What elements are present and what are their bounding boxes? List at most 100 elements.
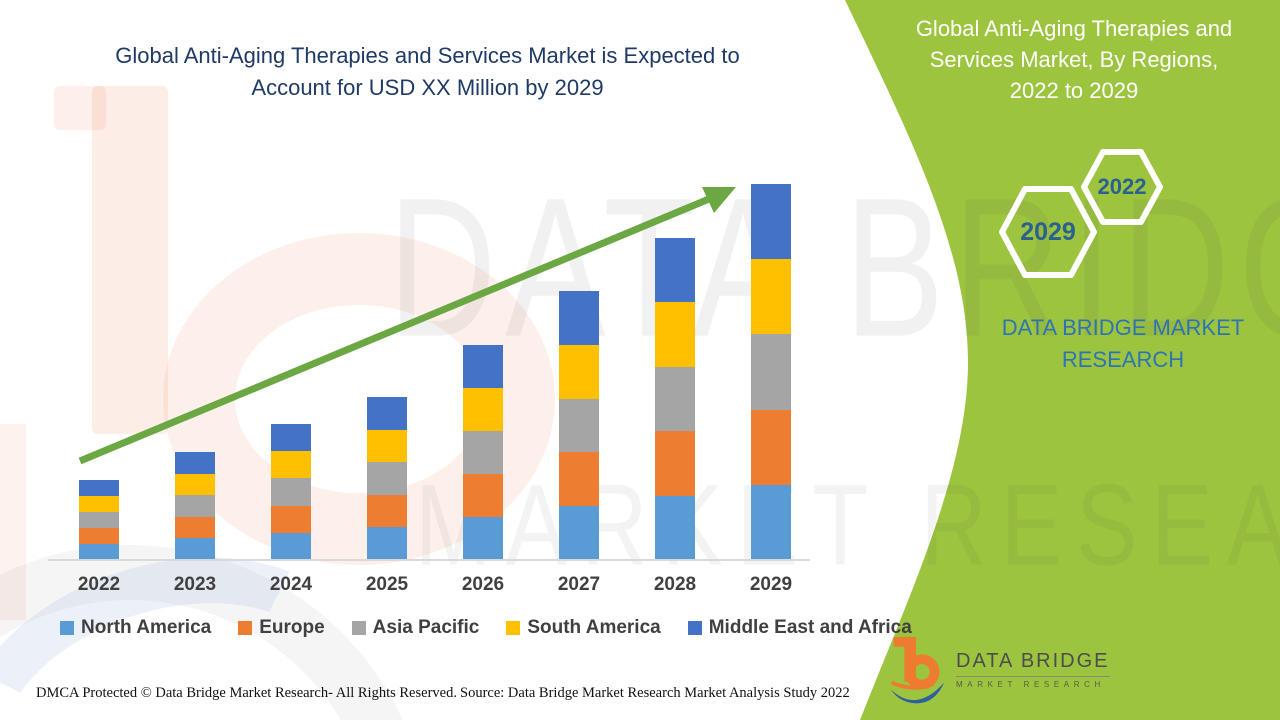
- stacked-bar-2029: [751, 184, 791, 560]
- bar-segment-asia-pacific-2024: [271, 478, 311, 506]
- x-axis-label-2022: 2022: [77, 574, 121, 595]
- legend-label: Middle East and Africa: [708, 617, 912, 638]
- stacked-bar-2024: [271, 424, 311, 560]
- bar-segment-middle-east-and-africa-2027: [559, 291, 599, 345]
- stacked-bar-2023: [175, 452, 215, 560]
- x-axis-label-2027: 2027: [557, 574, 601, 595]
- chart-legend: North America Europe Asia Pacific South Ame…: [60, 617, 912, 639]
- stacked-bar-2028: [655, 238, 695, 560]
- legend-swatch-icon: [238, 621, 253, 635]
- bar-segment-asia-pacific-2028: [655, 366, 695, 432]
- legend-swatch-icon: [351, 621, 366, 635]
- bar-segment-south-america-2028: [655, 302, 695, 367]
- stacked-bar-2027: [559, 291, 599, 560]
- logo-tagline: MARKET RESEARCH: [956, 679, 1105, 689]
- side-panel-title: Global Anti-Aging Therapies and Services…: [893, 13, 1255, 106]
- hexagon-2022-label: 2022: [1097, 174, 1147, 199]
- bar-segment-europe-2027: [559, 452, 599, 507]
- dmca-notice: DMCA Protected © Data Bridge Market Rese…: [36, 685, 457, 701]
- bar-segment-south-america-2029: [751, 259, 791, 335]
- x-axis-label-2023: 2023: [173, 574, 217, 595]
- legend-swatch-icon: [506, 621, 521, 635]
- x-axis-line: [48, 559, 810, 561]
- hexagon-2029: 2029: [998, 185, 1098, 279]
- bar-column-2029: [723, 172, 819, 560]
- bar-chart-plot-area: [51, 172, 819, 560]
- x-axis-label-2025: 2025: [365, 574, 409, 595]
- bar-segment-asia-pacific-2027: [559, 398, 599, 453]
- bar-segment-europe-2029: [751, 409, 791, 485]
- bar-segment-south-america-2024: [271, 451, 311, 479]
- bar-column-2024: [243, 172, 339, 560]
- bar-segment-middle-east-and-africa-2023: [175, 452, 215, 474]
- legend-item-north-america: North America: [60, 617, 211, 639]
- legend-item-asia-pacific: Asia Pacific: [351, 617, 480, 639]
- bar-segment-europe-2028: [655, 431, 695, 496]
- bar-segment-asia-pacific-2025: [367, 462, 407, 495]
- data-bridge-logo: DATA BRIDGE MARKET RESEARCH: [888, 634, 1110, 704]
- bar-segment-north-america-2025: [367, 527, 407, 560]
- bar-segment-middle-east-and-africa-2029: [751, 184, 791, 260]
- legend-label: South America: [527, 617, 661, 638]
- brand-text-line-1: DATA BRIDGE MARKET: [1001, 315, 1245, 340]
- bar-segment-north-america-2023: [175, 538, 215, 560]
- legend-label: Asia Pacific: [372, 617, 480, 638]
- bar-segment-north-america-2022: [79, 544, 119, 560]
- bar-segment-north-america-2024: [271, 532, 311, 560]
- data-bridge-logo-icon: [890, 636, 945, 704]
- x-axis-label-2028: 2028: [653, 574, 697, 595]
- x-axis-labels: 2022 2023 2024 2025 2026 2027 2028 2029: [51, 574, 819, 596]
- bar-segment-middle-east-and-africa-2024: [271, 424, 311, 452]
- bar-segment-middle-east-and-africa-2025: [367, 397, 407, 430]
- legend-swatch-icon: [687, 621, 702, 635]
- bar-column-2028: [627, 172, 723, 560]
- brand-text: DATA BRIDGE MARKET RESEARCH: [960, 312, 1280, 376]
- legend-item-middle-east-and-africa: Middle East and Africa: [687, 617, 912, 639]
- chart-title-line-1: Global Anti-Aging Therapies and Services…: [115, 43, 740, 68]
- bar-segment-middle-east-and-africa-2022: [79, 480, 119, 496]
- bar-segment-north-america-2028: [655, 495, 695, 560]
- bar-segment-north-america-2029: [751, 484, 791, 560]
- chart-title: Global Anti-Aging Therapies and Services…: [55, 40, 800, 104]
- bar-segment-south-america-2022: [79, 496, 119, 512]
- bar-segment-south-america-2023: [175, 473, 215, 496]
- legend-item-europe: Europe: [238, 617, 325, 639]
- side-panel-title-line-3: 2022 to 2029: [1009, 78, 1139, 103]
- bar-segment-europe-2024: [271, 505, 311, 533]
- source-citation: Source: Data Bridge Market Research Mark…: [460, 685, 850, 701]
- bar-column-2026: [435, 172, 531, 560]
- legend-label: North America: [81, 617, 212, 638]
- bar-segment-south-america-2027: [559, 344, 599, 399]
- bar-segment-south-america-2026: [463, 388, 503, 431]
- legend-swatch-icon: [60, 621, 74, 635]
- stacked-bar-2025: [367, 397, 407, 560]
- x-axis-label-2024: 2024: [269, 574, 313, 595]
- bar-segment-asia-pacific-2022: [79, 512, 119, 528]
- hexagon-2029-label: 2029: [1020, 217, 1076, 246]
- side-panel-title-line-2: Services Market, By Regions,: [929, 47, 1219, 72]
- bar-segment-middle-east-and-africa-2026: [463, 345, 503, 388]
- stacked-bar-2026: [463, 345, 503, 560]
- bar-segment-asia-pacific-2026: [463, 431, 503, 474]
- bar-segment-north-america-2026: [463, 517, 503, 560]
- legend-label: Europe: [259, 617, 325, 638]
- bar-column-2025: [339, 172, 435, 560]
- side-panel-title-line-1: Global Anti-Aging Therapies and: [915, 16, 1233, 41]
- x-axis-label-2029: 2029: [749, 574, 793, 595]
- bar-segment-south-america-2025: [367, 429, 407, 463]
- brand-text-line-2: RESEARCH: [1061, 347, 1185, 372]
- x-axis-label-2026: 2026: [461, 574, 505, 595]
- legend-item-south-america: South America: [506, 617, 661, 639]
- bar-segment-asia-pacific-2029: [751, 334, 791, 410]
- bar-segment-middle-east-and-africa-2028: [655, 238, 695, 303]
- bar-column-2022: [51, 172, 147, 560]
- bar-column-2023: [147, 172, 243, 560]
- stacked-bar-2022: [79, 480, 119, 560]
- bar-segment-europe-2025: [367, 494, 407, 528]
- bar-segment-europe-2026: [463, 474, 503, 517]
- hexagon-2022: 2022: [1080, 148, 1164, 226]
- logo-name: DATA BRIDGE: [956, 650, 1110, 677]
- data-bridge-logo-text: DATA BRIDGE MARKET RESEARCH: [956, 650, 1110, 689]
